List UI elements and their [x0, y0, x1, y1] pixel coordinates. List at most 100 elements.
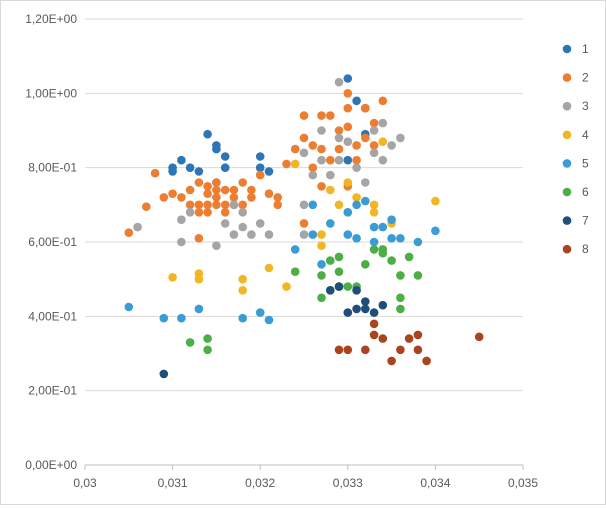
series-5-point [290, 245, 300, 254]
x-tick-label: 0,035 [508, 476, 538, 490]
series-7-point [343, 308, 353, 317]
series-1-point [220, 152, 230, 161]
gridlines [85, 18, 523, 466]
series-4-point [378, 137, 388, 146]
series-5-point [264, 315, 274, 325]
series-5-point [352, 200, 361, 210]
series-2-point [308, 141, 318, 150]
series-2-point [343, 122, 353, 132]
series-5-point [255, 308, 265, 317]
series-8-point [369, 330, 379, 340]
series-6-point [326, 256, 335, 265]
series-2-point [150, 168, 160, 178]
legend-marker-4 [562, 130, 572, 140]
series-3-point [177, 237, 186, 247]
series-2-point [326, 111, 335, 120]
series-2-point [247, 193, 256, 202]
series-2-point [220, 185, 230, 195]
series-4-point [369, 208, 379, 217]
series-2-point [220, 200, 230, 210]
series-1-point [255, 152, 265, 161]
series-3-point [238, 208, 247, 217]
series-5-point [352, 234, 361, 243]
series-2-point [229, 193, 239, 202]
series-4-point [168, 273, 177, 282]
series-4-point [238, 286, 247, 295]
series-3-point [326, 170, 335, 180]
series-5-point [238, 313, 247, 323]
series-6-point [413, 271, 423, 280]
series-4-point [194, 274, 204, 284]
series-3-point [185, 208, 195, 217]
series-2-point [203, 200, 212, 210]
legend-label-1: 1 [582, 42, 589, 56]
series-1-point [343, 74, 353, 83]
series-2-point [264, 189, 274, 198]
series-6-point [334, 252, 344, 262]
series-3-point [255, 219, 265, 228]
series-3-point [343, 137, 353, 146]
series-2-point [247, 185, 256, 195]
series-8-point [387, 356, 396, 366]
series-2-point [282, 159, 291, 169]
legend-marker-1 [562, 44, 572, 54]
legend-label-8: 8 [582, 242, 589, 256]
series-4-point [369, 200, 379, 210]
series-2-point [299, 133, 309, 143]
series-6-point [203, 345, 212, 355]
series-2-point [159, 193, 169, 202]
series-5-point [413, 237, 423, 247]
series-3-point [317, 155, 326, 165]
series-5-point [431, 226, 440, 236]
series-4-point [264, 263, 274, 273]
legend-marker-8 [562, 244, 572, 254]
series-4-point [352, 193, 361, 202]
series-5-point [369, 222, 379, 232]
series-1-point [220, 163, 230, 172]
series-1-point [177, 155, 186, 165]
legend-marker-5 [562, 159, 572, 168]
series-7-point [159, 369, 169, 379]
series-2-point [212, 185, 221, 195]
series-2-point [361, 103, 370, 113]
series-3-point [212, 241, 221, 250]
series-3-point [378, 118, 388, 128]
series-3-point [387, 141, 396, 150]
series-2-point [317, 182, 326, 191]
y-tick-label: 4,00E-01 [28, 309, 77, 323]
y-tick-label: 1,00E+00 [25, 86, 77, 100]
series-7-point [361, 297, 370, 306]
series-1-point [185, 163, 195, 172]
series-2-point [308, 163, 318, 172]
series-2-point [255, 170, 265, 180]
series-2-point [177, 193, 186, 202]
series-5-point [387, 234, 396, 243]
series-5-point [378, 222, 388, 232]
series-6-point [378, 248, 388, 258]
series-6-point [317, 271, 326, 280]
series-3-point [334, 155, 344, 165]
series-3-point [361, 178, 370, 187]
series-3-point [369, 148, 379, 158]
y-tick-label: 2,00E-01 [28, 384, 77, 398]
series-5-point [308, 200, 318, 210]
series-6-point [369, 245, 379, 254]
series-2-point [203, 208, 212, 217]
series-3-point [264, 230, 274, 239]
x-tick-label: 0,032 [245, 476, 275, 490]
series-2-point [361, 133, 370, 143]
series-7-point [369, 308, 379, 317]
series-8-point [404, 334, 414, 343]
series-2-point [194, 178, 204, 187]
series-1-point [255, 163, 265, 172]
legend-marker-7 [562, 216, 572, 225]
series-2-point [299, 111, 309, 120]
x-tick-label: 0,03 [73, 476, 97, 490]
series-4-point [317, 241, 326, 250]
series-6-point [290, 267, 300, 277]
series-2-point [334, 126, 344, 135]
y-tick-label: 1,20E+00 [25, 12, 77, 26]
series-8-point [369, 319, 379, 329]
